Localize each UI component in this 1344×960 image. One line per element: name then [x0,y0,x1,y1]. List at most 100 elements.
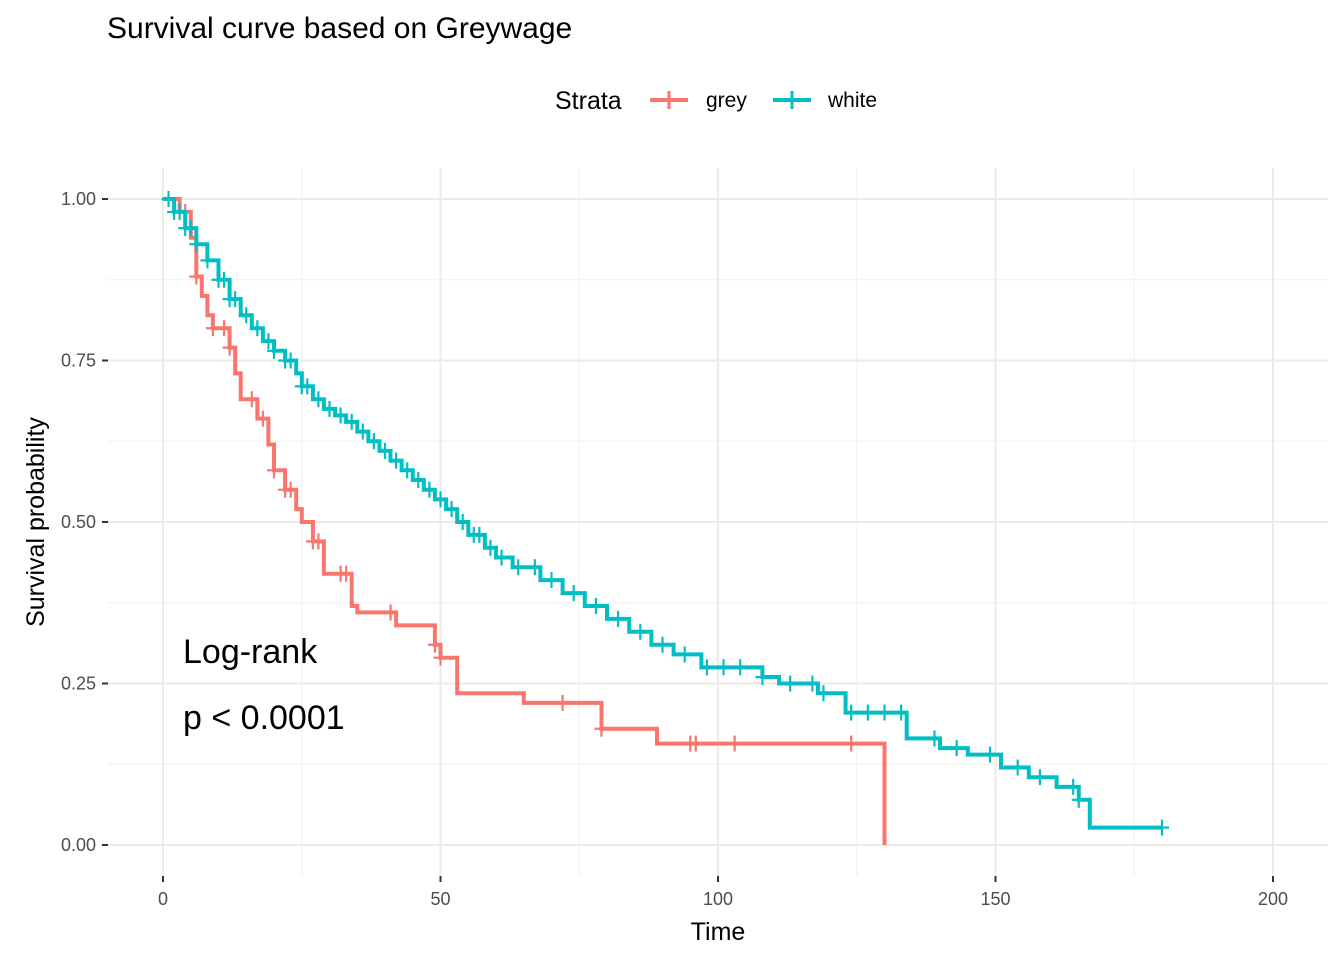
censor-mark-white [860,704,875,721]
censor-mark-grey [189,268,204,285]
survival-curve-white [163,197,1162,830]
censor-mark-white [588,597,603,614]
x-tick-label: 100 [703,889,733,909]
censor-mark-white [877,704,892,721]
legend-title: Strata [555,87,622,115]
censor-mark-white [366,433,381,450]
x-axis-title: Time [691,918,746,946]
censor-mark-white [755,669,770,686]
censor-mark-white [433,491,448,508]
censor-mark-white [161,191,176,207]
censor-mark-white [217,271,232,288]
legend: Strata grey white [555,87,877,115]
legend-label-grey: grey [706,89,747,112]
censor-mark-white [444,501,459,518]
pvalue-label: p < 0.0001 [183,699,345,737]
chart-title: Survival curve based on Greywage [107,12,572,45]
censor-mark-white [1066,778,1081,795]
censor-mark-white [1032,769,1047,786]
censor-mark-white [183,220,198,237]
censor-mark-white [733,659,748,676]
censor-mark-grey [244,391,259,408]
series-white [161,191,1169,836]
logrank-label: Log-rank [183,633,318,671]
x-tick-label: 150 [980,889,1010,909]
y-tick-label: 0.50 [61,512,96,532]
censor-mark-grey [555,694,570,711]
censor-mark-white [355,423,370,440]
censor-mark-white [322,400,337,417]
censor-mark-white [655,636,670,653]
censor-mark-grey [283,481,298,498]
plot-grid [108,168,1328,876]
y-axis-title: Survival probability [22,417,50,627]
censor-mark-white [411,472,426,489]
censor-mark-white [250,320,265,337]
plot-axes: 0 50 100 150 200 0.00 0.25 0.50 0.75 1.00 [61,189,1288,909]
censor-mark-grey [727,735,742,752]
censor-mark-white [311,391,326,408]
censor-mark-grey [427,636,442,653]
censor-mark-white [300,378,315,395]
censor-mark-grey [383,604,398,621]
censor-mark-white [949,740,964,757]
censor-mark-white [699,659,714,676]
censor-mark-white [172,203,187,220]
censor-mark-white [805,675,820,692]
y-tick-label: 0.75 [61,351,96,371]
censor-mark-white [200,252,215,269]
censor-mark-white [267,342,281,359]
censor-mark-grey [594,720,609,737]
censor-mark-white [389,452,404,469]
censor-mark-white [422,481,437,498]
y-tick-label: 1.00 [61,189,96,209]
censor-mark-white [239,307,254,324]
censor-mark-white [716,659,731,676]
censor-mark-white [344,413,359,430]
censor-mark-grey [217,320,232,337]
x-tick-label: 50 [430,889,450,909]
censor-mark-white [816,685,831,702]
censor-mark-white [611,610,626,627]
censor-mark-grey [688,735,703,752]
x-tick-label: 200 [1258,889,1288,909]
censor-mark-grey [433,649,448,666]
y-tick-label: 0.25 [61,674,96,694]
censor-mark-grey [339,565,354,582]
censor-mark-grey [255,410,270,427]
censor-mark-grey [222,339,237,356]
censor-mark-white [783,675,798,692]
censor-mark-white [455,514,470,530]
y-tick-label: 0.00 [61,835,96,855]
x-tick-label: 0 [158,889,168,909]
censor-mark-white [633,623,648,640]
censor-mark-white [261,333,276,350]
censor-mark-white [333,407,348,424]
censor-mark-white [1071,791,1086,808]
censor-mark-white [189,236,204,253]
censor-mark-white [483,539,498,556]
censor-mark-grey [844,735,859,752]
legend-label-white: white [827,89,877,112]
censor-mark-white [927,730,942,747]
censor-mark-grey [267,462,281,479]
censor-mark-white [378,442,392,459]
censor-mark-white [527,559,542,576]
censor-mark-white [511,559,526,576]
censor-mark-white [566,585,581,602]
censor-mark-white [472,526,487,543]
censor-mark-white [228,291,243,308]
censor-mark-white [400,462,415,479]
censor-mark-white [494,549,509,566]
plot-curves [161,191,1169,845]
legend-key-grey: grey [650,89,747,112]
censor-mark-white [894,704,909,721]
censor-mark-white [1155,819,1169,836]
censor-mark-white [844,704,859,721]
censor-mark-white [982,746,997,763]
legend-key-white: white [773,89,877,112]
censor-mark-white [544,572,559,589]
censor-mark-white [283,352,298,369]
censor-mark-white [1010,759,1025,776]
